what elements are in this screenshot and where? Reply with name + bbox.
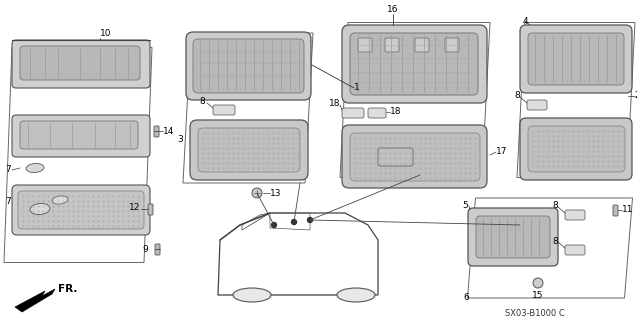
Circle shape — [252, 188, 262, 198]
FancyBboxPatch shape — [12, 185, 150, 235]
FancyBboxPatch shape — [155, 244, 160, 255]
Ellipse shape — [26, 164, 44, 172]
Text: 16: 16 — [387, 4, 399, 13]
FancyBboxPatch shape — [213, 105, 235, 115]
Polygon shape — [15, 289, 55, 312]
Text: 8: 8 — [514, 92, 520, 100]
FancyBboxPatch shape — [613, 205, 618, 216]
Text: 1: 1 — [354, 84, 360, 92]
FancyBboxPatch shape — [12, 115, 150, 157]
FancyBboxPatch shape — [385, 38, 399, 52]
Text: 17: 17 — [496, 148, 508, 156]
FancyBboxPatch shape — [520, 118, 632, 180]
FancyBboxPatch shape — [193, 39, 304, 93]
Text: 7: 7 — [5, 197, 11, 206]
Text: 11: 11 — [622, 205, 634, 214]
Text: 15: 15 — [533, 292, 544, 300]
Text: 9: 9 — [142, 245, 148, 254]
Text: 6: 6 — [463, 292, 469, 301]
Circle shape — [271, 222, 276, 228]
FancyBboxPatch shape — [565, 210, 585, 220]
FancyBboxPatch shape — [342, 125, 487, 188]
FancyBboxPatch shape — [527, 100, 547, 110]
Circle shape — [533, 278, 543, 288]
FancyBboxPatch shape — [358, 38, 372, 52]
Text: FR.: FR. — [58, 284, 77, 294]
FancyBboxPatch shape — [20, 46, 140, 80]
Ellipse shape — [233, 288, 271, 302]
FancyBboxPatch shape — [12, 40, 150, 88]
FancyBboxPatch shape — [445, 38, 459, 52]
FancyBboxPatch shape — [198, 128, 300, 172]
FancyBboxPatch shape — [378, 148, 413, 166]
FancyBboxPatch shape — [186, 32, 311, 100]
Text: 8: 8 — [552, 236, 558, 245]
Text: 14: 14 — [163, 126, 175, 135]
Circle shape — [308, 218, 313, 222]
Ellipse shape — [52, 196, 68, 204]
FancyBboxPatch shape — [342, 108, 364, 118]
FancyBboxPatch shape — [20, 121, 138, 149]
FancyBboxPatch shape — [565, 245, 585, 255]
Text: 8: 8 — [552, 202, 558, 211]
Text: 18: 18 — [390, 108, 401, 116]
Text: 10: 10 — [100, 29, 111, 38]
Ellipse shape — [337, 288, 375, 302]
Text: 7: 7 — [5, 165, 11, 174]
FancyBboxPatch shape — [528, 33, 624, 85]
FancyBboxPatch shape — [476, 216, 550, 258]
FancyBboxPatch shape — [190, 120, 308, 180]
FancyBboxPatch shape — [415, 38, 429, 52]
Text: 13: 13 — [270, 188, 282, 197]
FancyBboxPatch shape — [350, 33, 478, 95]
FancyBboxPatch shape — [468, 208, 558, 266]
Text: 3: 3 — [177, 135, 183, 145]
Text: 2: 2 — [634, 92, 637, 100]
FancyBboxPatch shape — [18, 191, 144, 229]
Circle shape — [292, 220, 296, 225]
Text: 5: 5 — [462, 201, 468, 210]
FancyBboxPatch shape — [342, 25, 487, 103]
Text: SX03-B1000 C: SX03-B1000 C — [505, 308, 565, 317]
FancyBboxPatch shape — [350, 133, 480, 181]
FancyBboxPatch shape — [528, 126, 625, 172]
Text: 18: 18 — [329, 100, 340, 108]
Ellipse shape — [30, 204, 50, 214]
FancyBboxPatch shape — [148, 204, 153, 215]
Text: 4: 4 — [523, 17, 529, 26]
Text: 12: 12 — [129, 204, 140, 212]
FancyBboxPatch shape — [368, 108, 386, 118]
FancyBboxPatch shape — [154, 126, 159, 137]
Text: 8: 8 — [199, 97, 205, 106]
FancyBboxPatch shape — [520, 25, 632, 93]
